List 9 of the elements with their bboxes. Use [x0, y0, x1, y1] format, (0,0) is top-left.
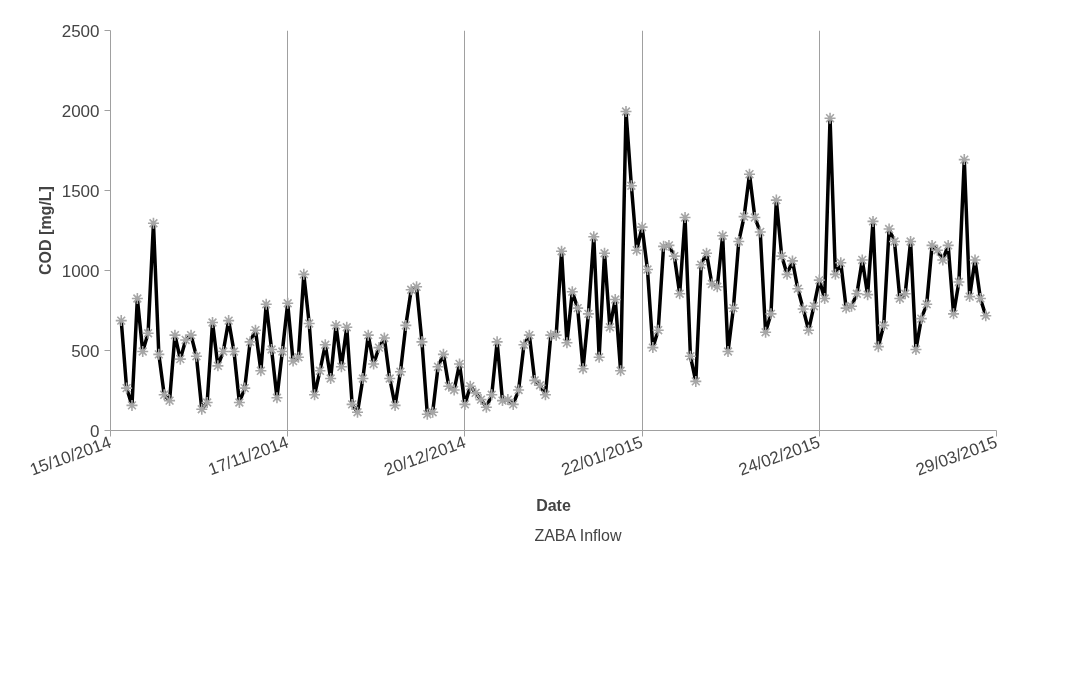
- y-tick-label: 1000: [61, 261, 100, 281]
- y-tick-label: 500: [71, 341, 100, 361]
- y-axis-title: COD [mg/L]: [36, 186, 54, 275]
- y-tick-label: 2500: [61, 21, 100, 41]
- text: ZABA Inflow: [534, 527, 622, 545]
- y-tick-label: 1500: [61, 181, 100, 201]
- x-axis-title: Date: [536, 496, 571, 514]
- y-tick-label: 0: [90, 421, 100, 441]
- y-tick-label: 2000: [61, 101, 100, 121]
